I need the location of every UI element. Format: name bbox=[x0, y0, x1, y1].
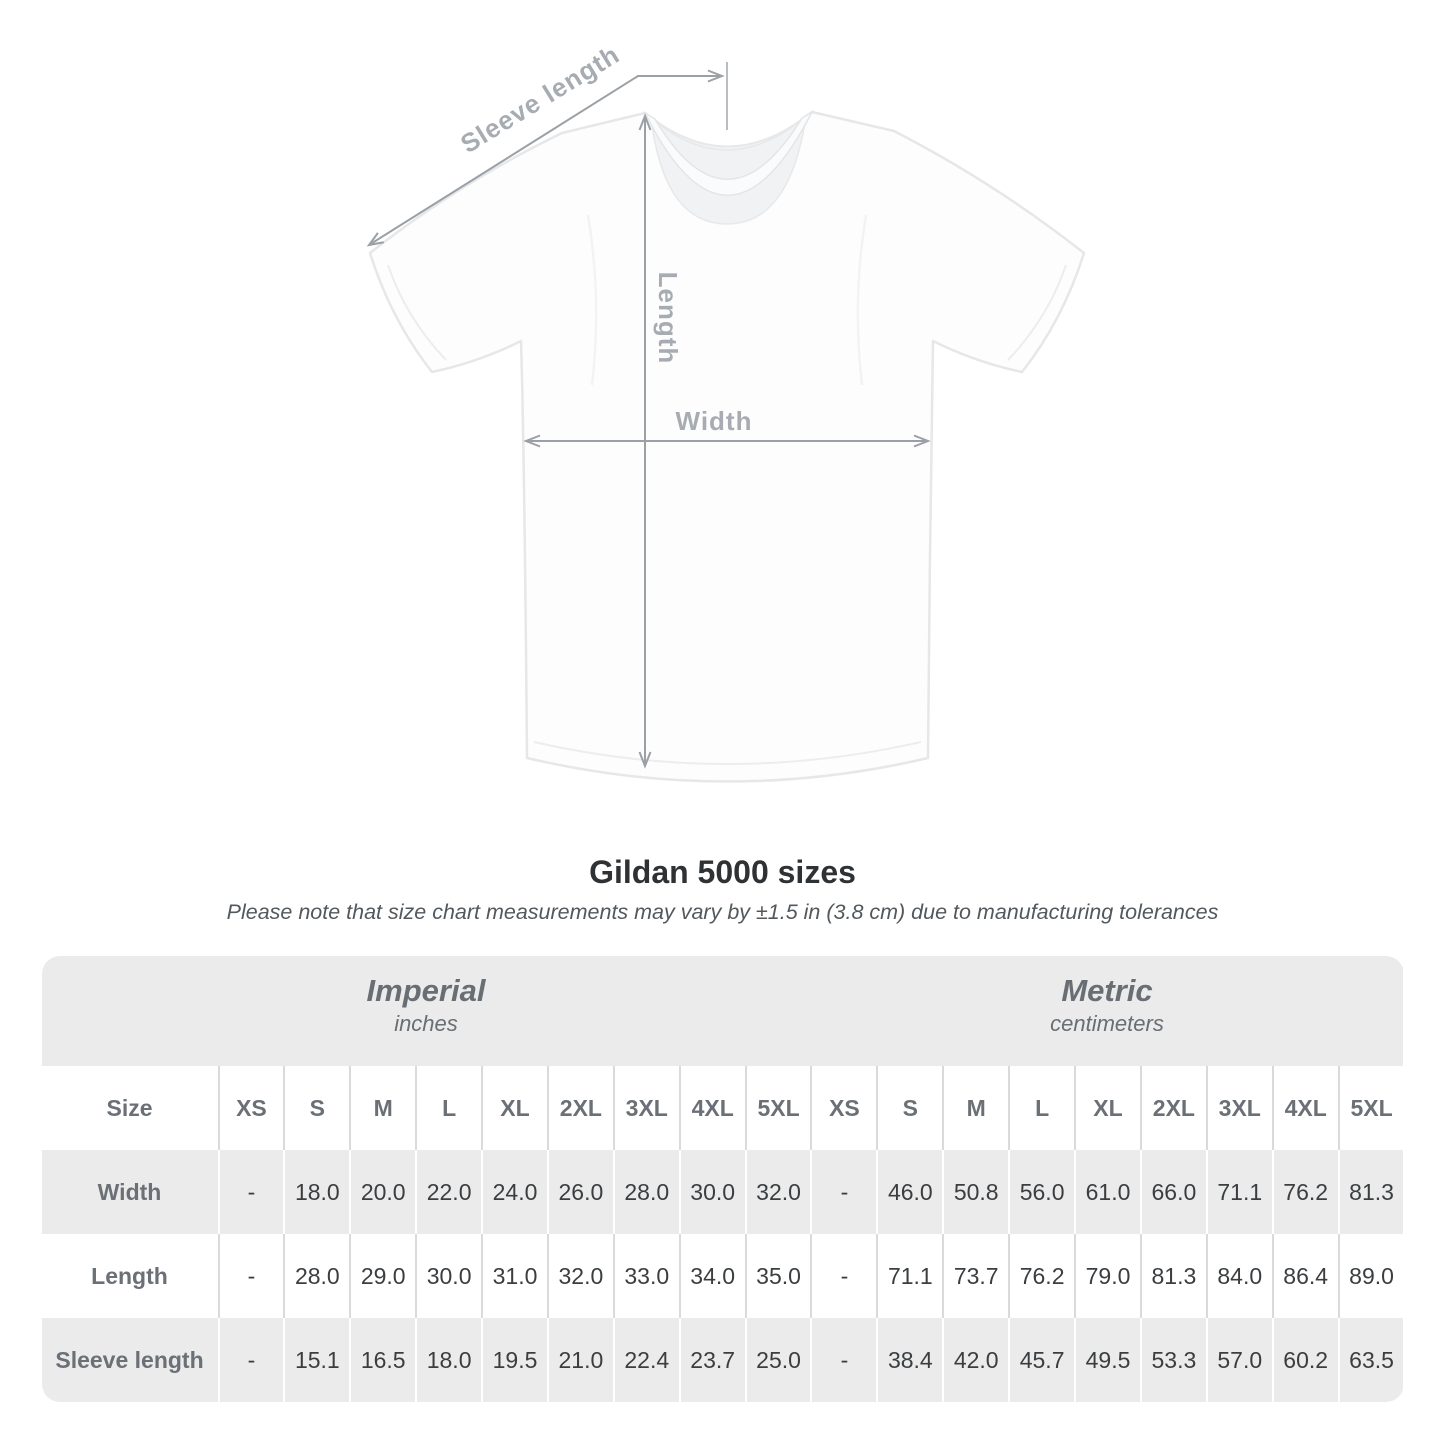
cell-length-metric-m: 73.7 bbox=[942, 1234, 1009, 1318]
size-header-imperial-xl: XL bbox=[481, 1066, 547, 1150]
metric-section-title: Metric bbox=[1061, 973, 1153, 1008]
cell-sleeve-length-metric-s: 38.4 bbox=[876, 1318, 943, 1402]
tshirt-body bbox=[368, 110, 1086, 783]
size-column-header: Size bbox=[41, 1066, 218, 1150]
cell-sleeve-length-imperial-m: 16.5 bbox=[349, 1318, 416, 1402]
cell-length-imperial-xs: - bbox=[217, 1234, 284, 1318]
right-sleeve-hem-seam bbox=[1007, 264, 1067, 361]
cell-width-imperial-m: 20.0 bbox=[349, 1150, 416, 1234]
cell-width-metric-4xl: 76.2 bbox=[1271, 1150, 1338, 1234]
size-header-metric-l: L bbox=[1008, 1066, 1075, 1150]
cell-width-metric-2xl: 66.0 bbox=[1139, 1150, 1206, 1234]
cell-length-metric-xl: 79.0 bbox=[1074, 1234, 1140, 1318]
cell-sleeve-length-metric-l: 45.7 bbox=[1008, 1318, 1075, 1402]
size-header-imperial-xs: XS bbox=[217, 1066, 284, 1150]
cell-sleeve-length-imperial-xl: 19.5 bbox=[481, 1318, 547, 1402]
row-label-length: Length bbox=[41, 1234, 218, 1318]
cell-sleeve-length-imperial-2xl: 21.0 bbox=[546, 1318, 613, 1402]
imperial-section-title: Imperial bbox=[366, 973, 486, 1008]
cell-sleeve-length-metric-3xl: 57.0 bbox=[1205, 1318, 1272, 1402]
cell-length-metric-s: 71.1 bbox=[876, 1234, 943, 1318]
cell-sleeve-length-metric-2xl: 53.3 bbox=[1139, 1318, 1206, 1402]
size-header-metric-2xl: 2XL bbox=[1139, 1066, 1206, 1150]
size-table: Imperial inches Metric centimeters Size … bbox=[41, 956, 1404, 1402]
cell-width-imperial-s: 18.0 bbox=[283, 1150, 350, 1234]
size-header-metric-xs: XS bbox=[810, 1066, 877, 1150]
cell-length-imperial-2xl: 32.0 bbox=[546, 1234, 613, 1318]
cell-sleeve-length-imperial-4xl: 23.7 bbox=[678, 1318, 745, 1402]
cell-width-metric-l: 56.0 bbox=[1008, 1150, 1075, 1234]
cell-length-metric-4xl: 86.4 bbox=[1271, 1234, 1338, 1318]
size-header-metric-4xl: 4XL bbox=[1271, 1066, 1338, 1150]
size-header-imperial-2xl: 2XL bbox=[546, 1066, 613, 1150]
cell-sleeve-length-metric-4xl: 60.2 bbox=[1271, 1318, 1338, 1402]
cell-length-metric-5xl: 89.0 bbox=[1337, 1234, 1404, 1318]
cell-length-metric-xs: - bbox=[810, 1234, 877, 1318]
cell-sleeve-length-imperial-l: 18.0 bbox=[415, 1318, 482, 1402]
cell-sleeve-length-imperial-s: 15.1 bbox=[283, 1318, 350, 1402]
size-header-metric-5xl: 5XL bbox=[1337, 1066, 1404, 1150]
cell-sleeve-length-metric-xs: - bbox=[810, 1318, 877, 1402]
cell-width-metric-m: 50.8 bbox=[942, 1150, 1009, 1234]
page-title: Gildan 5000 sizes bbox=[589, 854, 856, 890]
left-sleeve-hem-seam bbox=[387, 264, 447, 361]
row-label-width: Width bbox=[41, 1150, 218, 1234]
fabric-wrinkle-right bbox=[856, 214, 868, 386]
cell-width-imperial-xl: 24.0 bbox=[481, 1150, 547, 1234]
cell-length-metric-3xl: 84.0 bbox=[1205, 1234, 1272, 1318]
cell-width-imperial-l: 22.0 bbox=[415, 1150, 482, 1234]
size-header-metric-m: M bbox=[942, 1066, 1009, 1150]
size-header-imperial-m: M bbox=[349, 1066, 416, 1150]
cell-length-imperial-s: 28.0 bbox=[283, 1234, 350, 1318]
tshirt-measurement-diagram: Sleeve length Length Width bbox=[365, 39, 1086, 783]
size-header-imperial-l: L bbox=[415, 1066, 482, 1150]
cell-width-imperial-xs: - bbox=[217, 1150, 284, 1234]
cell-sleeve-length-imperial-5xl: 25.0 bbox=[744, 1318, 811, 1402]
cell-length-imperial-xl: 31.0 bbox=[481, 1234, 547, 1318]
size-header-metric-s: S bbox=[876, 1066, 943, 1150]
size-header-imperial-4xl: 4XL bbox=[678, 1066, 745, 1150]
size-header-metric-xl: XL bbox=[1074, 1066, 1140, 1150]
cell-sleeve-length-metric-m: 42.0 bbox=[942, 1318, 1009, 1402]
tshirt-illustration bbox=[368, 110, 1086, 783]
width-dimension: Width bbox=[525, 406, 929, 448]
size-header-imperial-3xl: 3XL bbox=[612, 1066, 679, 1150]
cell-length-imperial-4xl: 34.0 bbox=[678, 1234, 745, 1318]
metric-section-unit: centimeters bbox=[1050, 1011, 1164, 1036]
cell-sleeve-length-metric-5xl: 63.5 bbox=[1337, 1318, 1404, 1402]
length-dimension: Length bbox=[638, 115, 683, 767]
length-label: Length bbox=[653, 272, 683, 365]
bottom-hem-seam bbox=[533, 741, 922, 765]
cell-sleeve-length-metric-xl: 49.5 bbox=[1074, 1318, 1140, 1402]
cell-width-metric-xl: 61.0 bbox=[1074, 1150, 1140, 1234]
imperial-section-header: Imperial inches bbox=[41, 956, 811, 1066]
cell-sleeve-length-imperial-xs: - bbox=[217, 1318, 284, 1402]
cell-sleeve-length-imperial-3xl: 22.4 bbox=[612, 1318, 679, 1402]
imperial-section-unit: inches bbox=[394, 1011, 458, 1036]
cell-width-metric-xs: - bbox=[810, 1150, 877, 1234]
tshirt-neck-shadow bbox=[650, 114, 808, 225]
cell-width-imperial-3xl: 28.0 bbox=[612, 1150, 679, 1234]
width-label: Width bbox=[676, 406, 753, 436]
metric-section-header: Metric centimeters bbox=[810, 956, 1404, 1066]
cell-length-imperial-l: 30.0 bbox=[415, 1234, 482, 1318]
size-header-imperial-5xl: 5XL bbox=[744, 1066, 811, 1150]
cell-length-metric-2xl: 81.3 bbox=[1139, 1234, 1206, 1318]
cell-length-imperial-m: 29.0 bbox=[349, 1234, 416, 1318]
fabric-wrinkle-left bbox=[586, 214, 598, 386]
size-header-imperial-s: S bbox=[283, 1066, 350, 1150]
cell-width-imperial-4xl: 30.0 bbox=[678, 1150, 745, 1234]
cell-length-metric-l: 76.2 bbox=[1008, 1234, 1075, 1318]
cell-width-metric-5xl: 81.3 bbox=[1337, 1150, 1404, 1234]
cell-length-imperial-5xl: 35.0 bbox=[744, 1234, 811, 1318]
tshirt-collar-band bbox=[643, 110, 814, 196]
cell-width-imperial-5xl: 32.0 bbox=[744, 1150, 811, 1234]
row-label-sleeve-length: Sleeve length bbox=[41, 1318, 218, 1402]
cell-length-imperial-3xl: 33.0 bbox=[612, 1234, 679, 1318]
cell-width-metric-s: 46.0 bbox=[876, 1150, 943, 1234]
cell-width-imperial-2xl: 26.0 bbox=[546, 1150, 613, 1234]
cell-width-metric-3xl: 71.1 bbox=[1205, 1150, 1272, 1234]
size-header-metric-3xl: 3XL bbox=[1205, 1066, 1272, 1150]
tolerance-note: Please note that size chart measurements… bbox=[226, 900, 1219, 924]
